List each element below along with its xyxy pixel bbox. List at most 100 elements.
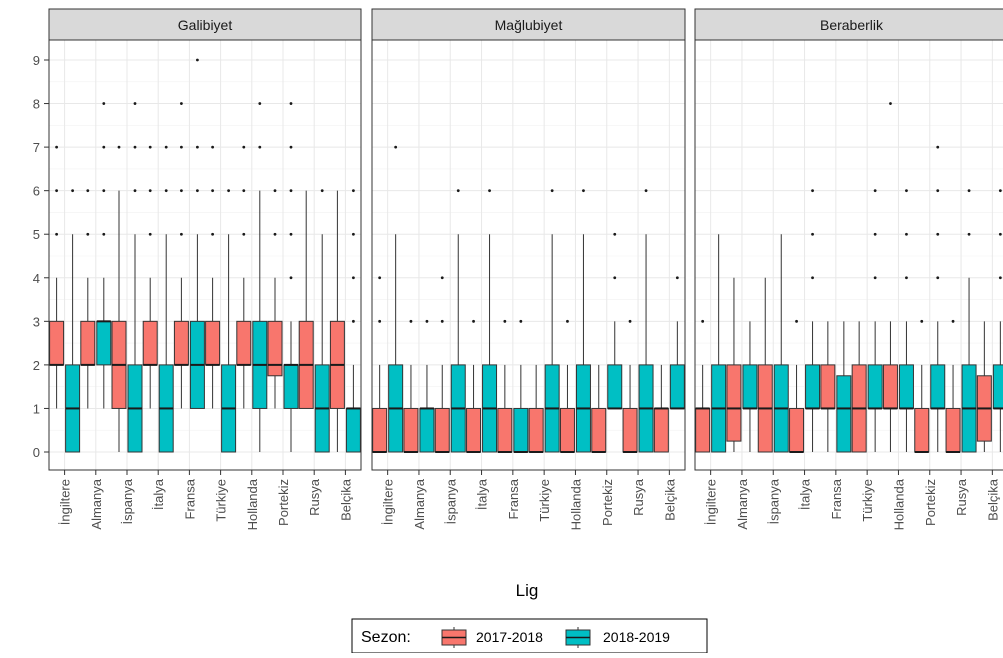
outlier-point bbox=[613, 233, 616, 236]
outlier-point bbox=[426, 320, 429, 323]
box bbox=[143, 321, 157, 365]
outlier-point bbox=[472, 320, 475, 323]
x-tick-label: İspanya bbox=[443, 478, 458, 524]
outlier-point bbox=[551, 189, 554, 192]
box bbox=[467, 408, 481, 452]
outlier-point bbox=[811, 276, 814, 279]
outlier-point bbox=[488, 189, 491, 192]
box bbox=[883, 365, 897, 409]
outlier-point bbox=[71, 189, 74, 192]
box bbox=[696, 408, 710, 452]
outlier-point bbox=[227, 189, 230, 192]
x-tick-label: Rusya bbox=[631, 478, 646, 516]
x-tick-label: Almanya bbox=[412, 478, 427, 529]
box bbox=[915, 408, 929, 452]
outlier-point bbox=[290, 276, 293, 279]
outlier-point bbox=[180, 233, 183, 236]
outlier-point bbox=[441, 276, 444, 279]
box bbox=[529, 408, 543, 452]
box bbox=[268, 321, 282, 375]
x-tick-label: İspanya bbox=[766, 478, 781, 524]
outlier-point bbox=[441, 320, 444, 323]
x-tick-label: Fransa bbox=[182, 478, 197, 519]
outlier-point bbox=[196, 59, 199, 62]
outlier-point bbox=[165, 146, 168, 149]
x-tick-label: İngiltere bbox=[704, 479, 719, 525]
x-tick-label: Fransa bbox=[829, 478, 844, 519]
outlier-point bbox=[645, 189, 648, 192]
outlier-point bbox=[613, 276, 616, 279]
box bbox=[837, 376, 851, 452]
box bbox=[993, 365, 1003, 409]
box bbox=[420, 408, 434, 452]
box bbox=[654, 408, 668, 452]
y-tick-label: 3 bbox=[33, 314, 40, 329]
facet-panel: Beraberlikİngiltere Almanya İspanya İtalya F… bbox=[695, 9, 1003, 530]
outlier-point bbox=[242, 233, 245, 236]
outlier-point bbox=[352, 320, 355, 323]
outlier-point bbox=[180, 102, 183, 105]
x-tick-label: İngiltere bbox=[381, 479, 396, 525]
x-tick-label: Portekiz bbox=[923, 479, 938, 526]
x-tick-label: Türkiye bbox=[214, 479, 229, 522]
outlier-point bbox=[134, 146, 137, 149]
y-tick-label: 8 bbox=[33, 97, 40, 112]
outlier-point bbox=[936, 276, 939, 279]
outlier-point bbox=[149, 146, 152, 149]
outlier-point bbox=[258, 146, 261, 149]
outlier-point bbox=[701, 320, 704, 323]
outlier-point bbox=[149, 233, 152, 236]
outlier-point bbox=[889, 102, 892, 105]
x-tick-label: Belçika bbox=[338, 478, 353, 521]
outlier-point bbox=[102, 102, 105, 105]
box bbox=[946, 408, 960, 452]
outlier-point bbox=[566, 320, 569, 323]
box bbox=[435, 408, 449, 452]
box bbox=[237, 321, 251, 365]
outlier-point bbox=[457, 189, 460, 192]
box bbox=[931, 365, 945, 409]
facet-title: Beraberlik bbox=[820, 17, 884, 33]
x-tick-label: Türkiye bbox=[860, 479, 875, 522]
outlier-point bbox=[394, 146, 397, 149]
box bbox=[623, 408, 637, 452]
box bbox=[81, 321, 95, 365]
outlier-point bbox=[242, 189, 245, 192]
outlier-point bbox=[211, 189, 214, 192]
outlier-point bbox=[629, 320, 632, 323]
outlier-point bbox=[258, 102, 261, 105]
box bbox=[790, 408, 804, 452]
outlier-point bbox=[582, 189, 585, 192]
outlier-point bbox=[795, 320, 798, 323]
box bbox=[727, 365, 741, 441]
outlier-point bbox=[676, 276, 679, 279]
y-tick-label: 9 bbox=[33, 53, 40, 68]
outlier-point bbox=[352, 276, 355, 279]
y-tick-label: 2 bbox=[33, 358, 40, 373]
outlier-point bbox=[211, 146, 214, 149]
outlier-point bbox=[378, 320, 381, 323]
box bbox=[498, 408, 512, 452]
x-tick-label: Türkiye bbox=[537, 479, 552, 522]
box bbox=[97, 321, 111, 365]
outlier-point bbox=[86, 233, 89, 236]
outlier-point bbox=[936, 189, 939, 192]
outlier-point bbox=[55, 189, 58, 192]
box bbox=[608, 365, 622, 409]
outlier-point bbox=[180, 189, 183, 192]
legend: Sezon: 2017-2018 2018-2019 bbox=[352, 619, 707, 653]
outlier-point bbox=[180, 146, 183, 149]
box bbox=[670, 365, 684, 409]
x-tick-label: Portekiz bbox=[276, 479, 291, 526]
outlier-point bbox=[149, 189, 152, 192]
x-axis-title: Lig bbox=[516, 581, 539, 600]
box bbox=[404, 408, 418, 452]
outlier-point bbox=[196, 189, 199, 192]
outlier-point bbox=[134, 189, 137, 192]
facet-panel: Galibiyetİngiltere Almanya İspanya İtalya Fr… bbox=[49, 9, 361, 530]
box bbox=[174, 321, 188, 365]
outlier-point bbox=[102, 146, 105, 149]
box bbox=[560, 408, 574, 452]
outlier-point bbox=[290, 146, 293, 149]
